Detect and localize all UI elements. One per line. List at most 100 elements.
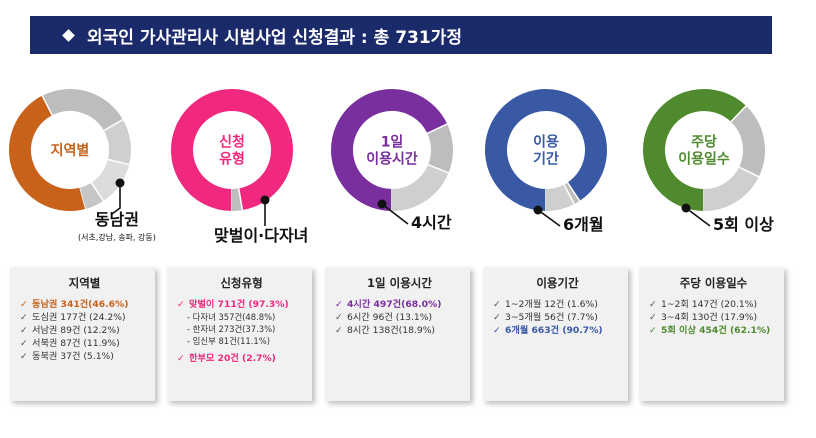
card-line-text: 서북권 87건 (11.9%): [32, 338, 120, 349]
donut-slice: [643, 89, 747, 211]
checkmark-icon: ✓: [649, 325, 657, 336]
card-subline: - 임신부 81건(11.1%): [187, 336, 270, 346]
summary-card: 이용기간 ✓ 1~2개월 12건 (1.6%) ✓ 3~5개월 56건 (7.7%) ✓ 6…: [483, 267, 628, 401]
card-line-highlight: ✓ 4시간 497건(68.0%): [335, 298, 464, 311]
card-line-text: 서남권 89건 (12.2%): [32, 325, 120, 336]
donut-slice: [231, 188, 243, 211]
callout-text: 4시간: [411, 213, 452, 232]
donut-slice: [391, 164, 449, 211]
donut-slice: [90, 158, 130, 202]
slice-separator: [729, 104, 748, 123]
card-title: 지역별: [68, 276, 101, 290]
donut-slice: [485, 89, 607, 211]
callout-leader-line: [111, 183, 121, 215]
card-title: 주당 이용일수: [679, 276, 748, 290]
callout-dot: [260, 195, 270, 205]
donut-slice: [79, 182, 104, 209]
card-subline: - 한자녀 273건(37.3%): [187, 324, 276, 334]
card-line-highlight: ✓ 동남권 341건(46.6%): [20, 298, 149, 311]
checkmark-icon: ✓: [177, 299, 185, 310]
card-line: ✓ 3~4회 130건 (17.9%): [649, 311, 778, 324]
card-subline: - 다자녀 357건(48.8%): [187, 312, 276, 322]
card-line: ✓ 1~2개월 12건 (1.6%): [493, 298, 622, 311]
donut-center-label: 이용일수: [678, 151, 730, 168]
callout-dot: [533, 205, 543, 215]
checkmark-icon: ✓: [649, 299, 657, 310]
donut-center-label: 유형: [219, 151, 245, 168]
donut-slice: [703, 166, 759, 211]
callout-text: 5회 이상: [713, 215, 774, 234]
slice-separator: [106, 158, 131, 166]
callout-label: 동남권 (서초,강남, 송파, 강동): [78, 206, 156, 243]
card-line: ✓ 서북권 87건 (11.9%): [20, 337, 149, 350]
card-line: ✓ 서남권 89건 (12.2%): [20, 324, 149, 337]
callout-dot: [681, 203, 691, 213]
checkmark-icon: ✓: [335, 312, 343, 323]
card-title: 신청유형: [220, 276, 263, 290]
slice-separator: [90, 181, 105, 203]
card-line-text: 6시간 96건 (13.1%): [347, 312, 433, 323]
checkmark-icon: ✓: [335, 325, 343, 336]
card-line-highlight: ✓ 6개월 663건 (90.7%): [493, 324, 622, 337]
callout-dot: [115, 178, 125, 188]
donut-slice: [427, 123, 453, 173]
donut-center-label: 기간: [533, 151, 559, 168]
callout-dot: [377, 199, 387, 209]
card-line-text: 3~5개월 56건 (7.7%): [505, 312, 598, 323]
page-title: 외국인 가사관리사 시범사업 신청결과 : 총 731가정: [87, 27, 462, 48]
donut-center-label: 1일: [381, 135, 404, 151]
donut-slice: [171, 89, 293, 211]
card-line-text: 1~2개월 12건 (1.6%): [505, 299, 598, 310]
slice-separator: [562, 183, 576, 206]
card-line-text: 동북권 37건 (5.1%): [32, 351, 114, 362]
card-line-text: 8시간 138건(18.9%): [347, 325, 436, 336]
callout-text: 동남권: [94, 210, 139, 229]
callout-label: 맞벌이·다자녀: [214, 222, 308, 246]
slice-separator: [79, 186, 87, 211]
checkmark-icon: ✓: [20, 312, 28, 323]
checkmark-icon: ✓: [177, 353, 185, 364]
donut-slice: [545, 184, 575, 211]
callout-subtext: (서초,강남, 송파, 강동): [78, 233, 156, 242]
card-line-text: 맞벌이 711건 (97.3%): [189, 299, 289, 310]
summary-card: 지역별 ✓ 동남권 341건(46.6%) ✓ 도심권 177건 (24.2%) ✓ 서남권…: [10, 267, 155, 401]
card-line: ✓ 동북권 37건 (5.1%): [20, 350, 149, 363]
summary-card: 신청유형 ✓ 맞벌이 711건 (97.3%) - 다자녀 357건(48.8%) - …: [167, 267, 312, 401]
checkmark-icon: ✓: [493, 325, 501, 336]
card-line: ✓ 도심권 177건 (24.2%): [20, 311, 149, 324]
donut-slice: [730, 105, 765, 177]
donut-center-label: 주당: [691, 134, 717, 151]
slice-separator: [102, 118, 125, 132]
donut-center-label: 이용시간: [366, 151, 418, 168]
slice-separator: [41, 94, 54, 117]
slice-separator: [426, 122, 449, 135]
donut-slice: [331, 89, 448, 211]
card-line-highlight: ✓ 한부모 20건 (2.7%): [177, 352, 306, 365]
checkmark-icon: ✓: [493, 299, 501, 310]
card-line: ✓ 3~5개월 56건 (7.7%): [493, 311, 622, 324]
card-line-text: 6개월 663건 (90.7%): [505, 325, 603, 336]
donut-slice: [103, 119, 131, 165]
page-title-banner: 외국인 가사관리사 시범사업 신청결과 : 총 731가정: [30, 16, 772, 54]
donut-center-label: 이용: [533, 134, 559, 151]
checkmark-icon: ✓: [335, 299, 343, 310]
checkmark-icon: ✓: [20, 299, 28, 310]
checkmark-icon: ✓: [649, 312, 657, 323]
donut-slice: [42, 89, 123, 132]
callout-leader-line: [537, 209, 561, 227]
callout-leader-line: [685, 207, 711, 227]
callout-leader-line: [381, 203, 409, 225]
slice-separator: [426, 163, 450, 174]
slice-separator: [737, 165, 761, 178]
card-line: ✓ 6시간 96건 (13.1%): [335, 311, 464, 324]
checkmark-icon: ✓: [20, 351, 28, 362]
donut-slice: [9, 95, 86, 211]
checkmark-icon: ✓: [20, 338, 28, 349]
card-line: ✓ 1~2회 147건 (20.1%): [649, 298, 778, 311]
donut-center-label: 신청: [219, 135, 245, 151]
checkmark-icon: ✓: [20, 325, 28, 336]
card-line: ✓ 8시간 138건(18.9%): [335, 324, 464, 337]
card-title: 이용기간: [536, 276, 579, 290]
callout-label: 5회 이상: [713, 211, 774, 235]
